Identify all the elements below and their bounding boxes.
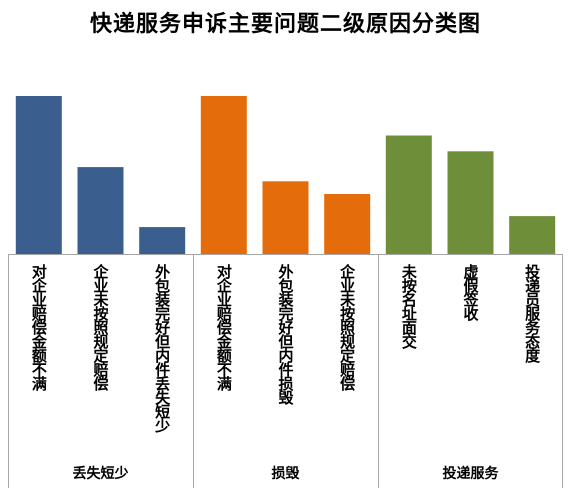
bar-1-2 [77,167,124,254]
bar-2-3 [324,194,371,254]
group-label: 损毁 [271,466,300,482]
category-label: 未按名址面交 [399,264,418,348]
category-label: 对企业赔偿金额不满 [29,264,48,390]
bar-3-2 [447,151,494,254]
category-label: 投递员服务态度 [523,264,542,362]
axis-lines [8,254,563,488]
chart-title: 快递服务申诉主要问题二级原因分类图 [89,11,481,37]
bar-3-1 [385,135,432,254]
category-label: 虚假签收 [461,264,480,320]
category-label: 对企业赔偿金额不满 [214,264,233,390]
bar-2-2 [262,181,309,254]
bar-3-3 [509,216,556,254]
bar-1-1 [15,96,62,254]
group-label: 投递服务 [442,466,499,482]
category-label: 企业未按照规定赔偿 [91,264,110,390]
category-label: 企业未按照规定赔偿 [338,264,357,390]
group-label: 丢失短少 [72,466,129,482]
bars [15,96,556,254]
bar-2-1 [200,96,247,254]
category-label: 外包装完好但内件丢失短少 [153,264,172,432]
category-label: 外包装完好但内件损毁 [276,264,295,404]
bar-1-3 [139,227,186,254]
